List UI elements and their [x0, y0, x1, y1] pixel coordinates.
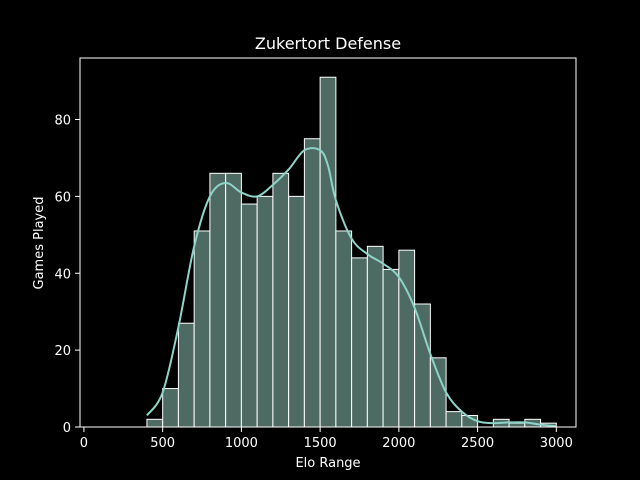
- x-tick-label-0: 0: [80, 436, 88, 451]
- y-axis-label: Games Played: [32, 197, 47, 290]
- histogram-bar-6: [240, 203, 258, 428]
- x-tick-label-2000: 2000: [382, 436, 415, 451]
- y-tick-label-40: 40: [54, 267, 71, 282]
- x-tick-label-3000: 3000: [540, 436, 573, 451]
- x-tick-label-1500: 1500: [304, 436, 337, 451]
- x-axis-ticks: 0 500 1000 1500 2000 2500 3000: [80, 427, 573, 451]
- kde-curve: [146, 147, 557, 428]
- plot-area-frame: [79, 57, 577, 428]
- histogram-bar-10: [303, 138, 321, 428]
- y-tick-label-60: 60: [54, 190, 71, 205]
- histogram-bar-2: [177, 322, 195, 428]
- histogram-bar-7: [256, 195, 274, 428]
- histogram-bar-19: [445, 411, 463, 428]
- histogram-bar-8: [272, 172, 290, 428]
- y-tick-label-80: 80: [54, 114, 71, 129]
- histogram-bar-5: [225, 172, 242, 428]
- x-tick-label-1000: 1000: [225, 436, 258, 451]
- histogram-bar-13: [351, 257, 368, 428]
- y-tick-label-0: 0: [63, 421, 71, 436]
- histogram-bar-3: [193, 230, 211, 428]
- x-tick-label-2500: 2500: [461, 436, 494, 451]
- y-tick-label-20: 20: [54, 344, 71, 359]
- y-axis-ticks: 0 20 40 60 80: [54, 114, 80, 436]
- x-axis-label: Elo Range: [295, 456, 360, 471]
- histogram-bar-15: [382, 268, 400, 428]
- histogram-bar-9: [288, 195, 305, 428]
- histogram-bar-18: [429, 357, 447, 428]
- histogram-bar-0: [146, 418, 164, 428]
- chart-title: Zukertort Defense: [255, 34, 401, 53]
- histogram-bar-12: [335, 230, 353, 428]
- histogram-bar-16: [398, 249, 416, 428]
- x-tick-label-500: 500: [150, 436, 175, 451]
- histogram-bar-17: [414, 303, 431, 428]
- histogram-bar-11: [319, 76, 337, 428]
- histogram-bar-14: [366, 245, 384, 428]
- bars-group: [146, 76, 557, 428]
- histogram-bar-23: [508, 422, 526, 428]
- histogram-bar-1: [162, 388, 179, 428]
- histogram-bar-4: [209, 172, 227, 428]
